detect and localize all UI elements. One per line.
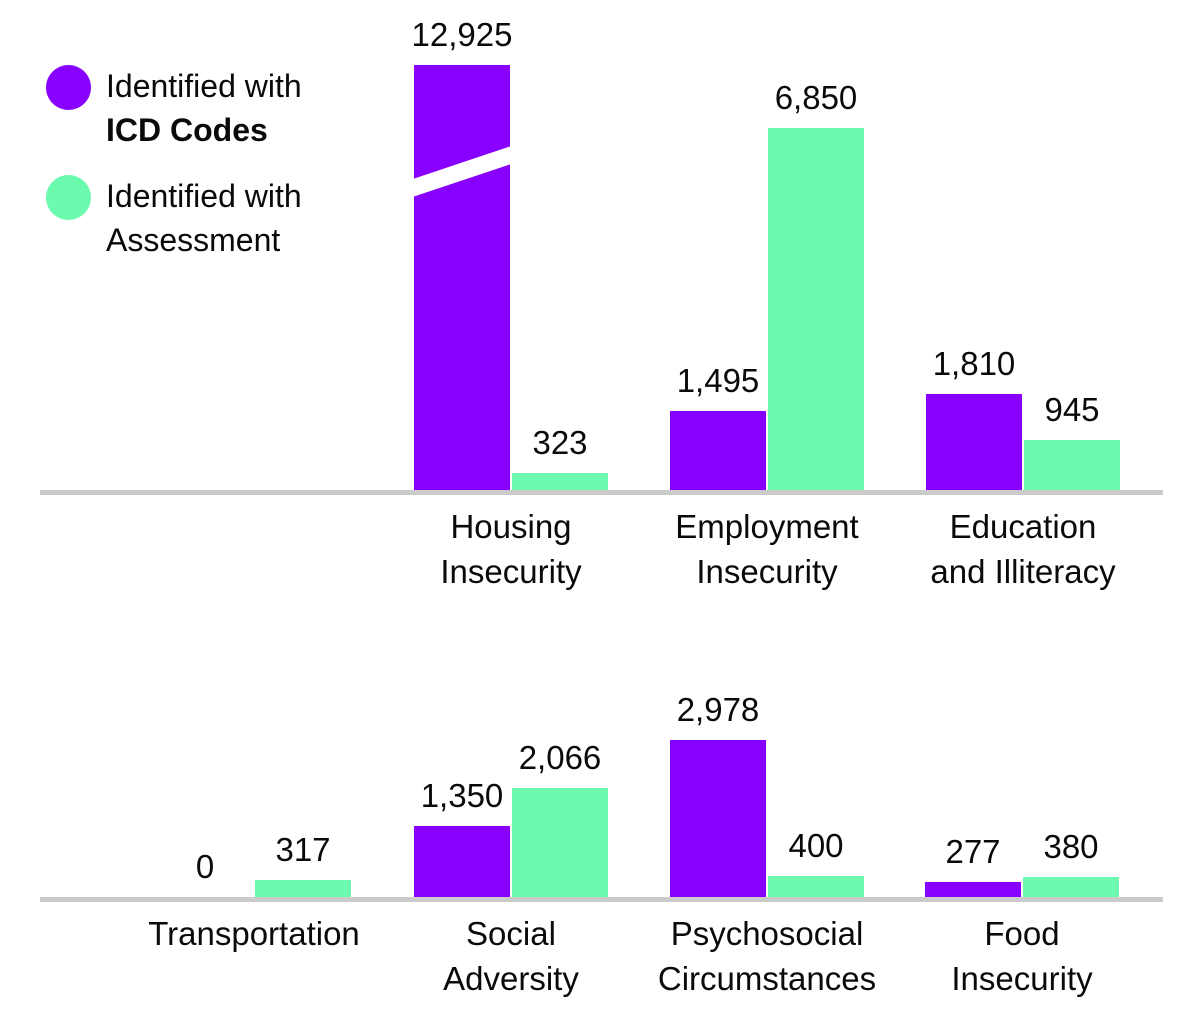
legend-text-line1: Identified with xyxy=(106,178,302,214)
bar-food-insecurity-icd xyxy=(925,882,1021,897)
value-label-transportation-icd: 0 xyxy=(195,848,215,885)
legend-swatch-assessment-circle xyxy=(46,175,91,220)
category-label-line: Food xyxy=(984,915,1060,952)
value-label-transportation-assessment: 317 xyxy=(275,831,331,868)
axis-baseline-row1 xyxy=(40,490,1163,495)
category-label-education-and-illiteracy: Education and Illiteracy xyxy=(930,504,1115,594)
category-label-line: Transportation xyxy=(148,915,360,952)
axis-break-slash xyxy=(414,141,510,202)
category-label-line: Insecurity xyxy=(951,960,1093,997)
category-label-line: Insecurity xyxy=(696,553,838,590)
axis-baseline-row2 xyxy=(40,897,1163,902)
legend-text-line2: Assessment xyxy=(106,222,281,258)
bar-psychosocial-circumstances-icd xyxy=(670,740,766,897)
category-label-line: and Illiteracy xyxy=(930,553,1116,590)
bar-education-and-illiteracy-icd xyxy=(926,394,1022,490)
value-label-social-adversity-assessment: 2,066 xyxy=(518,739,602,776)
legend-label-assessment: Identified with Assessment xyxy=(106,174,302,262)
value-label-psychosocial-circumstances-assessment: 400 xyxy=(788,827,844,864)
value-label-food-insecurity-assessment: 380 xyxy=(1043,828,1099,865)
bar-social-adversity-assessment xyxy=(512,788,608,897)
category-label-line: Housing xyxy=(450,508,572,545)
category-label-transportation: Transportation xyxy=(148,911,360,956)
category-label-employment-insecurity: Employment Insecurity xyxy=(675,504,858,594)
legend-text-line1: Identified with xyxy=(106,68,302,104)
bar-employment-insecurity-assessment xyxy=(768,128,864,490)
value-label-housing-insecurity-assessment: 323 xyxy=(532,424,588,461)
value-label-housing-insecurity-icd: 12,925 xyxy=(411,16,513,53)
category-label-food-insecurity: Food Insecurity xyxy=(951,911,1092,1001)
bar-social-adversity-icd xyxy=(414,826,510,897)
value-label-education-and-illiteracy-assessment: 945 xyxy=(1044,391,1100,428)
category-label-housing-insecurity: Housing Insecurity xyxy=(440,504,581,594)
legend-item-assessment: Identified with Assessment xyxy=(46,174,302,262)
bar-housing-insecurity-assessment xyxy=(512,473,608,490)
legend-swatch-icd-circle xyxy=(46,65,91,110)
value-label-food-insecurity-icd: 277 xyxy=(945,833,1001,870)
category-label-social-adversity: Social Adversity xyxy=(443,911,579,1001)
value-label-psychosocial-circumstances-icd: 2,978 xyxy=(676,691,760,728)
category-label-line: Insecurity xyxy=(440,553,582,590)
category-label-line: Employment xyxy=(675,508,859,545)
category-label-line: Adversity xyxy=(443,960,579,997)
bar-food-insecurity-assessment xyxy=(1023,877,1119,897)
category-label-line: Education xyxy=(949,508,1097,545)
bar-employment-insecurity-icd xyxy=(670,411,766,490)
category-label-line: Social xyxy=(466,915,556,952)
category-label-psychosocial-circumstances: Psychosocial Circumstances xyxy=(658,911,876,1001)
legend-text-line2: ICD Codes xyxy=(106,112,268,148)
legend-item-icd-codes: Identified with ICD Codes xyxy=(46,64,302,152)
bar-housing-insecurity-icd xyxy=(414,65,510,490)
value-label-employment-insecurity-assessment: 6,850 xyxy=(774,79,858,116)
value-label-social-adversity-icd: 1,350 xyxy=(420,777,504,814)
value-label-employment-insecurity-icd: 1,495 xyxy=(676,362,760,399)
bar-education-and-illiteracy-assessment xyxy=(1024,440,1120,490)
category-label-line: Circumstances xyxy=(657,960,877,997)
bar-transportation-assessment xyxy=(255,880,351,897)
value-label-education-and-illiteracy-icd: 1,810 xyxy=(932,345,1016,382)
legend-label-icd: Identified with ICD Codes xyxy=(106,64,302,152)
category-label-line: Psychosocial xyxy=(670,915,864,952)
bar-psychosocial-circumstances-assessment xyxy=(768,876,864,897)
